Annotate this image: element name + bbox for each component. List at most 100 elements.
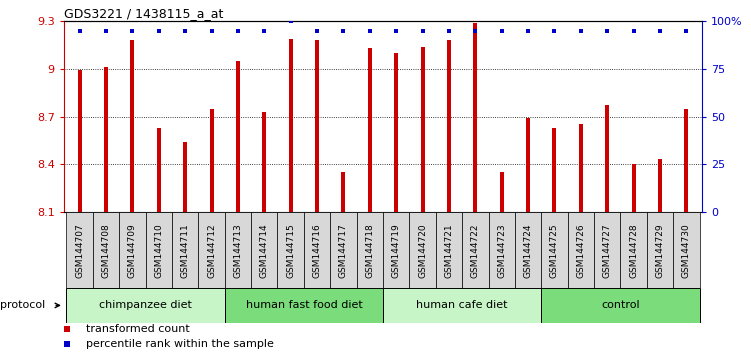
Text: GSM144724: GSM144724 [523, 223, 532, 278]
Bar [236, 61, 240, 212]
Text: control: control [601, 301, 640, 310]
Text: GSM144718: GSM144718 [365, 223, 374, 278]
Bar [288, 39, 293, 212]
Text: GSM144725: GSM144725 [550, 223, 559, 278]
Bar [647, 212, 673, 288]
Text: GSM144712: GSM144712 [207, 223, 216, 278]
Point [337, 28, 349, 34]
Text: GSM144726: GSM144726 [576, 223, 585, 278]
Point [152, 28, 164, 34]
Point [258, 28, 270, 34]
Bar [541, 288, 699, 323]
Text: protocol: protocol [0, 301, 45, 310]
Bar [172, 212, 198, 288]
Bar [462, 212, 488, 288]
Text: GSM144730: GSM144730 [682, 223, 691, 278]
Point [285, 18, 297, 24]
Bar [368, 48, 372, 212]
Point [126, 28, 138, 34]
Bar [330, 212, 357, 288]
Bar [77, 70, 82, 212]
Bar [436, 212, 462, 288]
Bar [278, 212, 304, 288]
Bar [251, 212, 278, 288]
Text: GSM144707: GSM144707 [75, 223, 84, 278]
Point [548, 28, 560, 34]
Bar [357, 212, 383, 288]
Text: GDS3221 / 1438115_a_at: GDS3221 / 1438115_a_at [64, 7, 223, 20]
Bar [210, 109, 213, 212]
Bar [488, 212, 515, 288]
Text: GSM144728: GSM144728 [629, 223, 638, 278]
Text: GSM144711: GSM144711 [181, 223, 190, 278]
Text: GSM144722: GSM144722 [471, 223, 480, 278]
Point [654, 28, 666, 34]
Text: GSM144721: GSM144721 [445, 223, 454, 278]
Bar [553, 128, 556, 212]
Bar [568, 212, 594, 288]
Point [232, 28, 244, 34]
Bar [499, 172, 504, 212]
Point [680, 28, 692, 34]
Bar [632, 164, 635, 212]
Bar [541, 212, 568, 288]
Bar [658, 159, 662, 212]
Text: human fast food diet: human fast food diet [246, 301, 362, 310]
Bar [594, 212, 620, 288]
Text: human cafe diet: human cafe diet [416, 301, 508, 310]
Point [628, 28, 640, 34]
Bar [383, 288, 541, 323]
Point [417, 28, 429, 34]
Text: GSM144709: GSM144709 [128, 223, 137, 278]
Bar [225, 212, 251, 288]
Text: GSM144720: GSM144720 [418, 223, 427, 278]
Bar [315, 40, 319, 212]
Bar [605, 105, 609, 212]
Bar [447, 40, 451, 212]
Bar [579, 125, 583, 212]
Bar [409, 212, 436, 288]
Bar [262, 112, 267, 212]
Bar [119, 212, 146, 288]
Point [363, 28, 376, 34]
Text: GSM144708: GSM144708 [101, 223, 110, 278]
Point [61, 342, 73, 347]
Bar [67, 288, 225, 323]
Text: GSM144723: GSM144723 [497, 223, 506, 278]
Bar [620, 212, 647, 288]
Bar [67, 212, 93, 288]
Point [522, 28, 534, 34]
Bar [515, 212, 541, 288]
Point [391, 28, 403, 34]
Point [311, 28, 323, 34]
Text: GSM144710: GSM144710 [154, 223, 163, 278]
Point [575, 28, 587, 34]
Point [496, 28, 508, 34]
Text: GSM144729: GSM144729 [656, 223, 665, 278]
Bar [526, 118, 530, 212]
Text: GSM144713: GSM144713 [234, 223, 243, 278]
Bar [93, 212, 119, 288]
Bar [225, 288, 383, 323]
Text: transformed count: transformed count [86, 324, 190, 334]
Bar [394, 53, 398, 212]
Bar [342, 172, 345, 212]
Bar [104, 67, 108, 212]
Text: GSM144719: GSM144719 [392, 223, 401, 278]
Point [469, 28, 481, 34]
Bar [183, 142, 187, 212]
Point [602, 28, 614, 34]
Text: GSM144714: GSM144714 [260, 223, 269, 278]
Point [100, 28, 112, 34]
Bar [473, 23, 478, 212]
Text: GSM144727: GSM144727 [603, 223, 612, 278]
Point [74, 28, 86, 34]
Bar [304, 212, 330, 288]
Text: GSM144715: GSM144715 [286, 223, 295, 278]
Bar [684, 109, 689, 212]
Bar [383, 212, 409, 288]
Point [61, 326, 73, 332]
Point [179, 28, 192, 34]
Bar [421, 47, 424, 212]
Text: GSM144717: GSM144717 [339, 223, 348, 278]
